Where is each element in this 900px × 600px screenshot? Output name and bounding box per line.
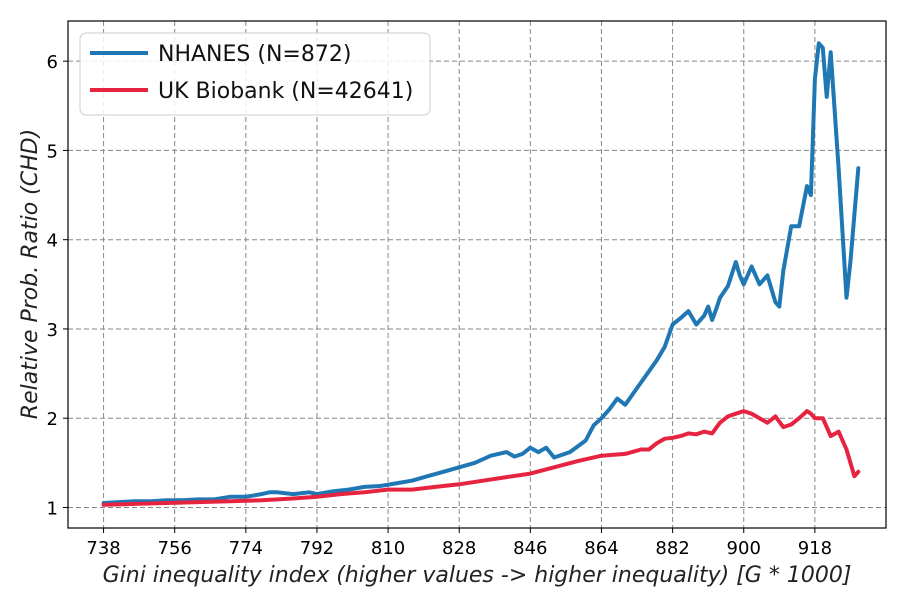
legend-label-0: NHANES (N=872) <box>158 42 351 67</box>
series-lines <box>101 41 861 507</box>
y-tick-label: 3 <box>47 320 58 341</box>
x-tick-label: 738 <box>86 538 120 559</box>
x-axis-label: Gini inequality index (higher values -> … <box>103 563 852 588</box>
legend-box <box>79 32 431 116</box>
y-tick-label: 1 <box>47 498 58 519</box>
x-tick-label: 810 <box>371 538 405 559</box>
series-line-0 <box>101 41 861 505</box>
y-axis-label: Relative Prob. Ratio (CHD) <box>18 129 43 419</box>
x-tick-label: 756 <box>158 538 192 559</box>
x-tick-label: 918 <box>798 538 832 559</box>
y-tick-label: 6 <box>47 52 58 73</box>
x-axis-ticks: 738 756 774 792 810 828 846 864 882 900 918 <box>86 528 832 559</box>
legend-label-1: UK Biobank (N=42641) <box>158 79 413 104</box>
x-tick-label: 882 <box>655 538 689 559</box>
x-tick-label: 774 <box>229 538 263 559</box>
x-tick-label: 792 <box>300 538 334 559</box>
legend: NHANES (N=872) UK Biobank (N=42641) <box>79 32 431 116</box>
series-line-1 <box>101 409 861 507</box>
y-tick-label: 2 <box>47 409 58 430</box>
x-tick-label: 828 <box>442 538 476 559</box>
y-tick-label: 5 <box>47 141 58 162</box>
y-axis-ticks: 1 2 3 4 5 6 <box>47 52 68 519</box>
x-tick-label: 864 <box>584 538 618 559</box>
x-tick-label: 846 <box>513 538 547 559</box>
x-tick-label: 900 <box>727 538 761 559</box>
y-tick-label: 4 <box>47 231 58 252</box>
plot-frame <box>67 20 887 529</box>
